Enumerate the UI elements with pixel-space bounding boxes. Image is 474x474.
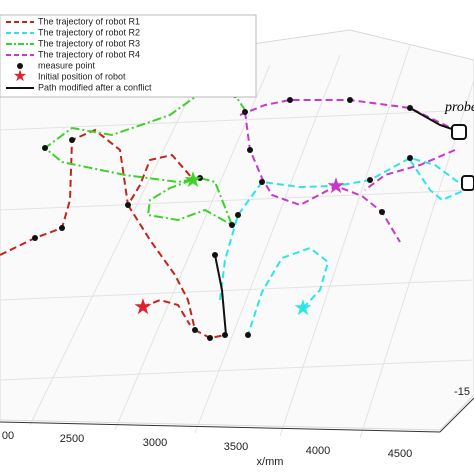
- svg-text:★: ★: [183, 167, 203, 192]
- modified-path: [214, 254, 227, 336]
- legend-label: Initial position of robot: [38, 71, 126, 81]
- legend-label: The trajectory of robot R3: [38, 38, 140, 48]
- legend-label: The trajectory of robot R2: [38, 27, 140, 37]
- legend-label: The trajectory of robot R4: [38, 49, 140, 59]
- svg-text:★: ★: [293, 295, 313, 320]
- x-tick-label: 00: [2, 430, 14, 442]
- legend-label: measure point: [38, 60, 96, 70]
- trajectory-r4: [364, 149, 456, 191]
- trajectory-r1: [142, 298, 191, 326]
- y-tick-label: -15: [454, 386, 470, 398]
- svg-text:★: ★: [133, 294, 153, 319]
- measure-points: [32, 87, 413, 341]
- trajectory-r3: [43, 88, 246, 228]
- trajectory-r2: [247, 246, 330, 336]
- trajectory-r4: [244, 111, 401, 243]
- svg-text:★: ★: [326, 173, 346, 198]
- x-axis-label: x/mm: [257, 456, 284, 468]
- legend: ★ The trajectory of robot R1 The traject…: [0, 14, 257, 98]
- robots: [451, 124, 474, 191]
- x-tick-label: 4500: [388, 448, 412, 460]
- modified-path: [409, 107, 456, 131]
- x-tick-label: 3000: [143, 437, 167, 449]
- x-tick-label: 4000: [306, 445, 330, 457]
- x-tick-label: 2500: [60, 433, 84, 445]
- x-tick-label: 3500: [224, 441, 248, 453]
- grid: [0, 29, 474, 439]
- legend-label: Path modified after a conflict: [38, 82, 152, 92]
- start-stars: ★ ★ ★ ★: [133, 167, 346, 320]
- trajectory-r1: [0, 128, 193, 256]
- annotation: probe: [444, 100, 474, 115]
- legend-label: The trajectory of robot R1: [38, 16, 140, 26]
- svg-text:★: ★: [13, 68, 27, 85]
